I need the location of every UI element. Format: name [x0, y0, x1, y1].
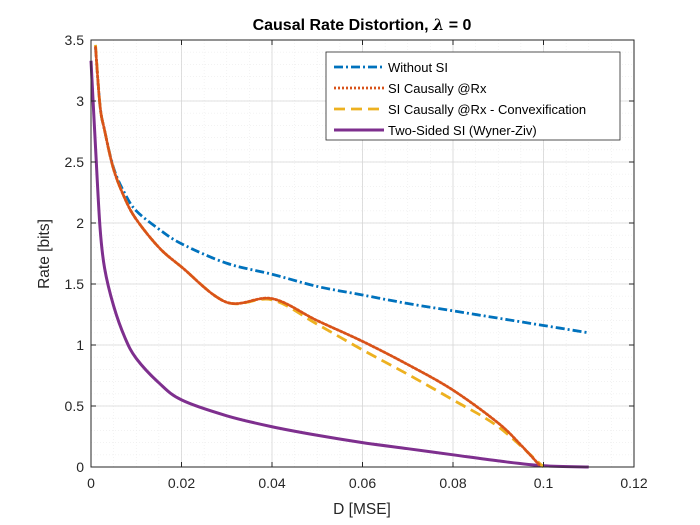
x-tick-label: 0.06 — [349, 475, 376, 491]
y-tick-label: 2.5 — [65, 154, 85, 170]
y-tick-label: 2 — [76, 215, 84, 231]
x-tick-label: 0.04 — [258, 475, 285, 491]
x-tick-label: 0.08 — [439, 475, 466, 491]
x-axis-label: D [MSE] — [333, 501, 391, 518]
legend-entries: Without SI SI Causally @Rx SI Causally @Rx… — [334, 60, 586, 138]
x-tick-label: 0.12 — [620, 475, 647, 491]
x-tick-label: 0 — [87, 475, 95, 491]
series-line-0 — [94, 47, 589, 335]
y-tick-label: 3.5 — [65, 32, 85, 48]
y-tick-label: 0.5 — [65, 398, 85, 414]
y-tick-label: 1.5 — [65, 276, 85, 292]
y-tick-label: 3 — [76, 93, 84, 109]
x-tick-label: 0.02 — [168, 475, 195, 491]
x-tick-label: 0.1 — [534, 475, 554, 491]
x-axis-ticks: 0 0.02 0.04 0.06 0.08 0.1 0.12 — [87, 40, 648, 491]
series-line-1 — [94, 45, 541, 466]
legend: Without SI SI Causally @Rx SI Causally @Rx… — [325, 51, 621, 141]
y-tick-label: 1 — [76, 337, 84, 353]
legend-label-2: SI Causally @Rx - Convexification — [388, 102, 586, 117]
legend-label-3: Two-Sided SI (Wyner-Ziv) — [388, 123, 537, 138]
legend-label-1: SI Causally @Rx — [388, 81, 487, 96]
series-line-3 — [89, 60, 589, 469]
major-grid — [91, 40, 634, 467]
legend-label-0: Without SI — [388, 60, 448, 75]
y-axis-ticks: 0 0.5 1 1.5 2 2.5 3 3.5 — [65, 32, 634, 475]
y-axis-label: Rate [bits] — [36, 219, 53, 289]
series-layer — [89, 44, 589, 469]
y-tick-label: 0 — [76, 459, 84, 475]
chart-title: Causal Rate Distortion, λ = 0 — [253, 15, 472, 34]
